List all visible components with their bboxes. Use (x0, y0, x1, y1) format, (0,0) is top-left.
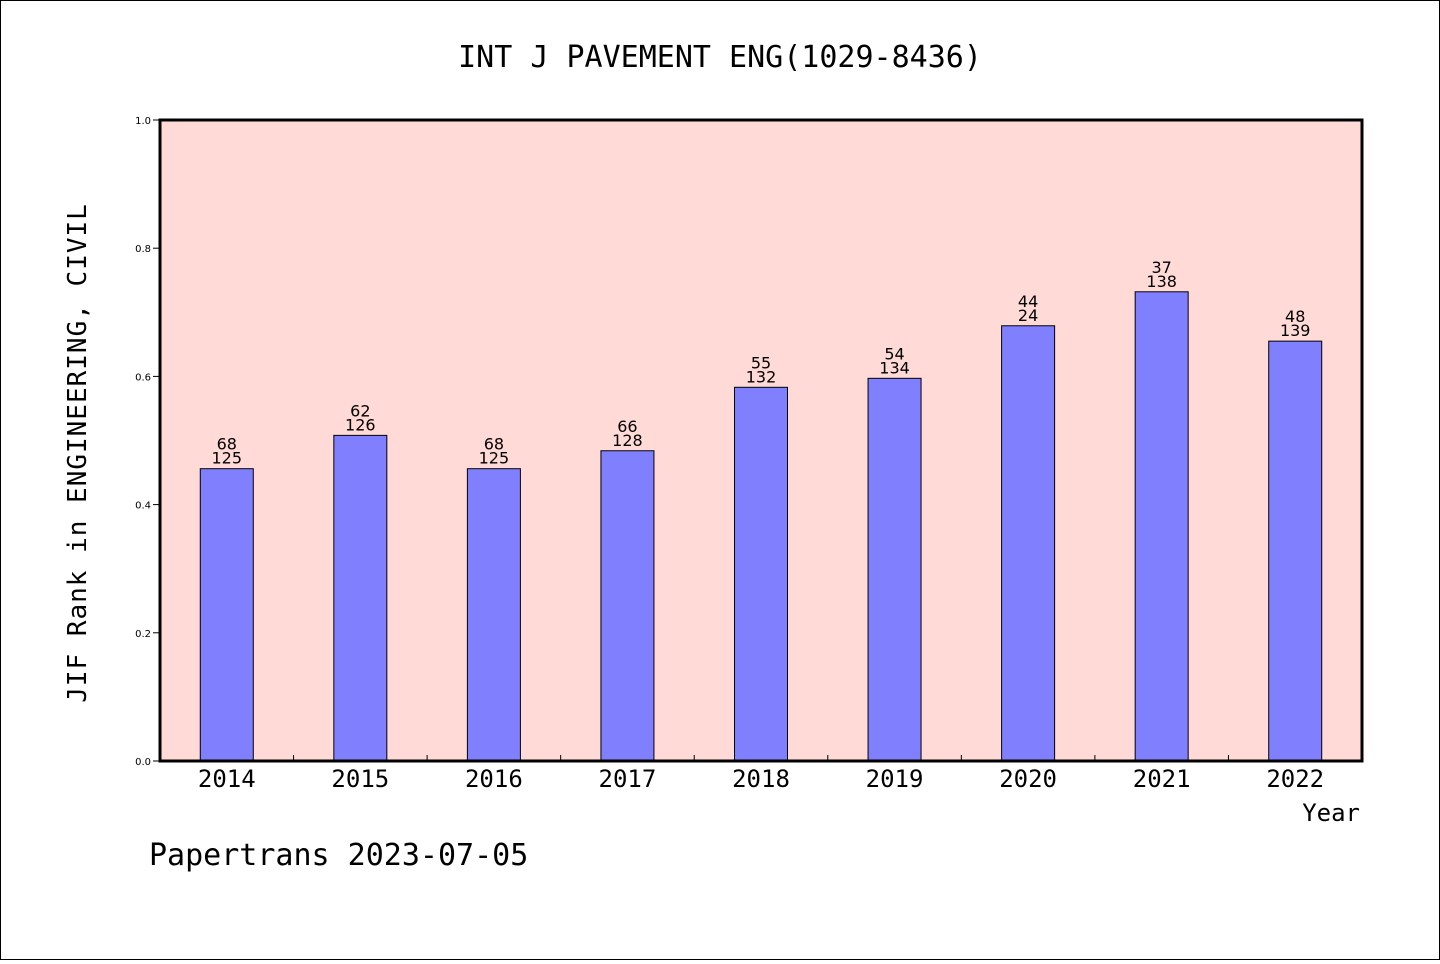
bar-rank-label: 62 (350, 401, 370, 420)
bar-total-label: 132 (746, 367, 777, 386)
bars: 6812562126681256612855132541344424371384… (199, 258, 1323, 762)
x-tick-label: 2018 (732, 765, 790, 793)
bar-rank-label: 54 (884, 344, 904, 363)
bar (867, 377, 922, 762)
bar-total-label: 139 (1280, 321, 1311, 340)
bar (199, 468, 254, 762)
y-tick-label: 0.8 (135, 244, 151, 255)
x-tick-label: 2019 (866, 765, 924, 793)
x-axis: 2014 2015 2016 2017 2018 2019 2020 2021 2022 (198, 755, 1324, 793)
x-tick-label: 2022 (1266, 765, 1324, 793)
bar (734, 386, 788, 762)
bar-rank-label: 66 (617, 417, 637, 436)
y-tick-label: 1.0 (135, 116, 151, 127)
bar (600, 450, 655, 762)
y-tick-label: 0.2 (135, 629, 151, 640)
y-tick-label: 0.4 (135, 501, 151, 512)
y-tick-label: 0.6 (135, 372, 151, 383)
x-tick-label: 2020 (999, 765, 1057, 793)
chart-title: INT J PAVEMENT ENG(1029-8436) (458, 40, 982, 75)
bar (1001, 325, 1056, 762)
bar (1134, 291, 1189, 762)
x-tick-label: 2017 (599, 765, 657, 793)
y-tick-label: 0.0 (135, 757, 151, 768)
bar-rank-label: 37 (1151, 258, 1171, 277)
plot-frame (158, 118, 1364, 763)
bar-rank-label: 68 (484, 435, 504, 454)
bar-total-label: 24 (1018, 306, 1038, 325)
x-tick-label: 2021 (1133, 765, 1191, 793)
bar (333, 434, 388, 762)
bar-rank-label: 55 (751, 353, 771, 372)
x-axis-label: Year (1302, 799, 1360, 827)
y-axis-label: JIF Rank in ENGINEERING, CIVIL (63, 203, 93, 703)
bar-total-label: 125 (479, 449, 510, 468)
footer-credit: Papertrans 2023-07-05 (149, 838, 528, 873)
y-axis: 0.0 0.2 0.4 0.6 0.8 1.0 (135, 116, 160, 768)
bar-total-label: 138 (1146, 272, 1177, 291)
bar (1268, 340, 1323, 762)
bar-rank-label: 44 (1018, 292, 1038, 311)
x-tick-label: 2016 (465, 765, 523, 793)
x-tick-label: 2014 (198, 765, 256, 793)
bar-total-label: 128 (612, 431, 643, 450)
bar (466, 468, 521, 762)
bar-rank-label: 68 (217, 435, 237, 454)
bar-total-label: 125 (212, 449, 243, 468)
bar-total-label: 126 (345, 415, 376, 434)
bar-total-label: 134 (879, 358, 910, 377)
x-tick-label: 2015 (331, 765, 389, 793)
bar-rank-label: 48 (1285, 307, 1305, 326)
